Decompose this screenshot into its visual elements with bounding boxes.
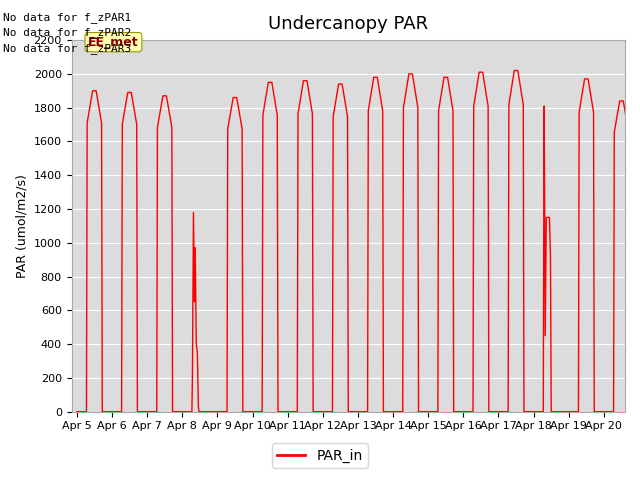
Legend: PAR_in: PAR_in bbox=[272, 443, 368, 468]
Title: Undercanopy PAR: Undercanopy PAR bbox=[268, 15, 428, 33]
Text: No data for f_zPAR1: No data for f_zPAR1 bbox=[3, 12, 131, 23]
Text: No data for f_zPAR3: No data for f_zPAR3 bbox=[3, 43, 131, 54]
Text: No data for f_zPAR2: No data for f_zPAR2 bbox=[3, 27, 131, 38]
Y-axis label: PAR (umol/m2/s): PAR (umol/m2/s) bbox=[15, 174, 28, 278]
Text: EE_met: EE_met bbox=[88, 36, 139, 48]
